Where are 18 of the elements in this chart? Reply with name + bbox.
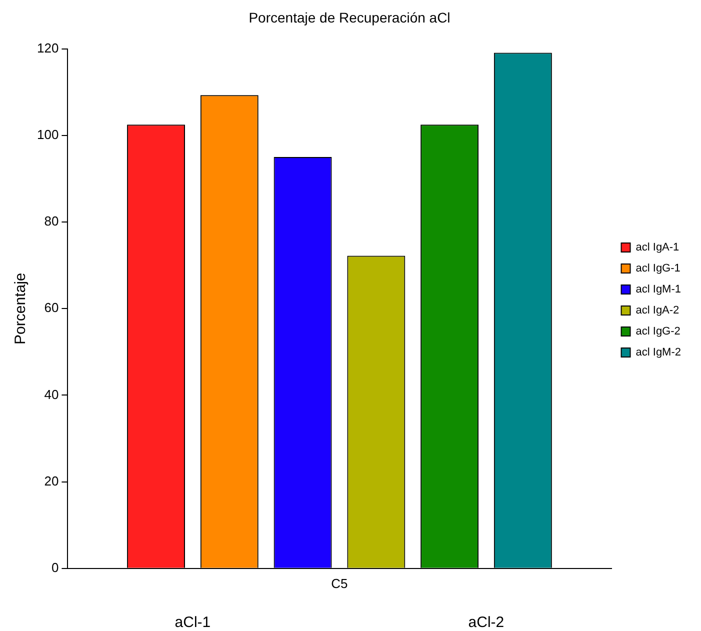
legend-label: acl IgA-1 [636,242,680,254]
legend-label: acl IgG-2 [636,326,680,338]
y-tick-label: 40 [44,386,59,402]
text: aCl-2 [468,614,504,631]
y-tick-label: 0 [51,560,59,575]
y-tick-label: 20 [44,473,59,488]
legend-label: acl IgM-2 [636,346,682,359]
legend-label: acl IgG-1 [636,262,680,275]
y-tick-label: 60 [44,300,59,316]
x-tick-label: C5 [331,576,348,591]
y-tick-label: 120 [36,40,59,56]
legend-label: acl IgA-2 [636,304,680,317]
chart-title: Porcentaje de Recuperación aCl [248,9,450,26]
y-tick-label: 80 [44,214,59,229]
legend-label: acl IgM-1 [636,284,682,296]
y-axis-title: Porcentaje [12,272,30,344]
y-tick-label: 100 [36,126,59,142]
text: aCl-1 [174,614,211,631]
